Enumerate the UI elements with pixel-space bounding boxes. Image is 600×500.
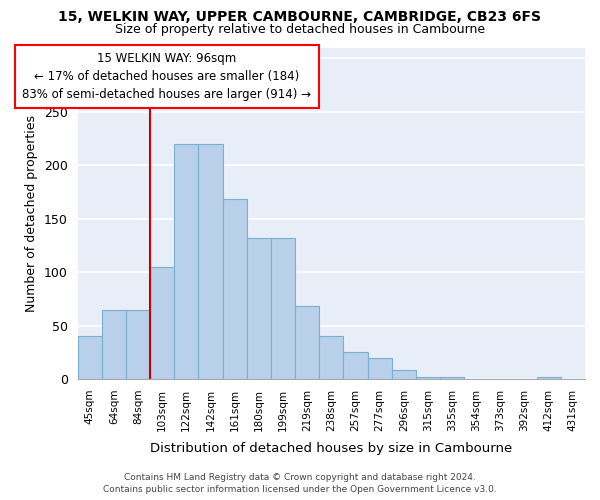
Bar	[223, 200, 247, 379]
Bar	[102, 310, 126, 379]
Bar	[126, 310, 150, 379]
Bar	[319, 336, 343, 379]
Bar	[271, 238, 295, 379]
Text: Contains HM Land Registry data © Crown copyright and database right 2024.
Contai: Contains HM Land Registry data © Crown c…	[103, 472, 497, 494]
Bar	[247, 238, 271, 379]
Text: Size of property relative to detached houses in Cambourne: Size of property relative to detached ho…	[115, 22, 485, 36]
Bar	[77, 336, 102, 379]
Bar	[199, 144, 223, 379]
Y-axis label: Number of detached properties: Number of detached properties	[25, 115, 38, 312]
Bar	[392, 370, 416, 379]
Text: 15 WELKIN WAY: 96sqm
← 17% of detached houses are smaller (184)
83% of semi-deta: 15 WELKIN WAY: 96sqm ← 17% of detached h…	[22, 52, 311, 101]
Bar	[174, 144, 199, 379]
Bar	[368, 358, 392, 379]
Text: 15, WELKIN WAY, UPPER CAMBOURNE, CAMBRIDGE, CB23 6FS: 15, WELKIN WAY, UPPER CAMBOURNE, CAMBRID…	[59, 10, 542, 24]
Bar	[416, 377, 440, 379]
Bar	[295, 306, 319, 379]
Bar	[536, 377, 561, 379]
Bar	[343, 352, 368, 379]
Bar	[150, 266, 174, 379]
Bar	[440, 377, 464, 379]
X-axis label: Distribution of detached houses by size in Cambourne: Distribution of detached houses by size …	[150, 442, 512, 455]
